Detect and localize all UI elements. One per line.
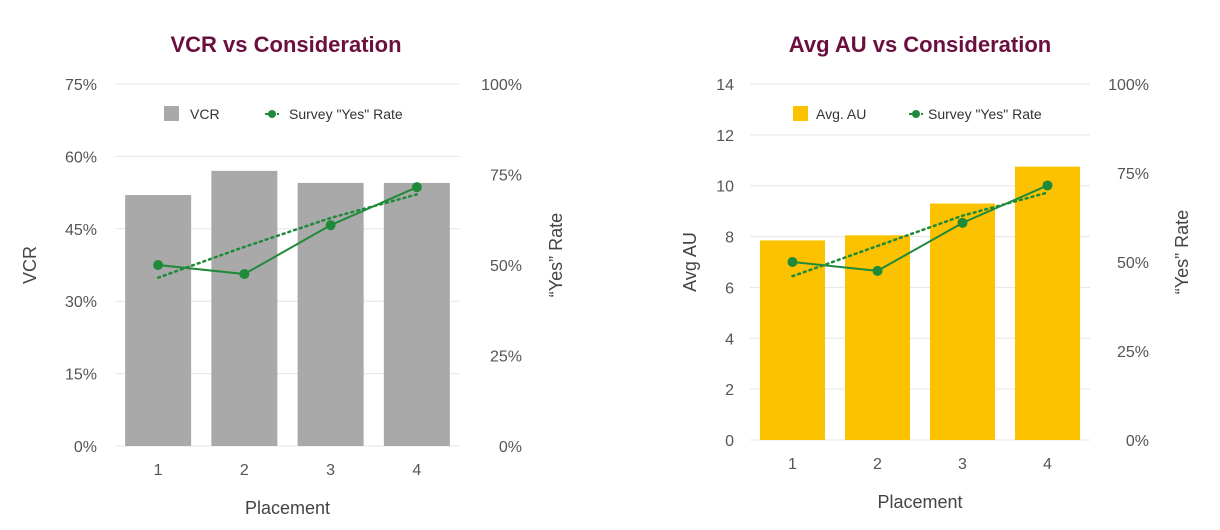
line-point <box>1042 180 1053 191</box>
legend-bar-swatch <box>793 106 808 121</box>
y-tick-label: 45% <box>65 222 97 239</box>
line-point <box>239 269 250 280</box>
legend-line-marker <box>912 110 920 118</box>
y2-tick-label: 0% <box>1126 433 1149 450</box>
y-tick-label: 0% <box>74 439 97 456</box>
line-point <box>153 260 164 270</box>
y2-tick-label: 100% <box>481 77 522 94</box>
trendline <box>791 191 1049 278</box>
vcr-chart-svg: VCR vs Consideration 0% 15% 30% 45% 60% 75% 0% 2… <box>20 32 566 518</box>
trendline <box>156 193 419 279</box>
y-tick-label: 12 <box>716 128 734 145</box>
x-tick-label: 4 <box>1043 456 1052 473</box>
x-tick-label: 1 <box>154 462 163 479</box>
x-axis-title: Placement <box>877 492 962 512</box>
bar <box>760 240 825 440</box>
x-tick-label: 4 <box>412 462 421 479</box>
legend-line-label: Survey "Yes" Rate <box>928 106 1042 122</box>
avg-au-chart: Avg AU vs Consideration 0 2 4 6 8 10 12 14 0% 25% 5… <box>610 0 1220 530</box>
x-tick-label: 2 <box>240 462 249 479</box>
vcr-chart: VCR vs Consideration 0% 15% 30% 45% 60% 75% 0% 2… <box>20 32 566 518</box>
y-tick-label: 15% <box>65 367 97 384</box>
y-tick-label: 30% <box>65 294 97 311</box>
y-tick-label: 2 <box>725 382 734 399</box>
y-tick-label: 75% <box>65 77 97 94</box>
y-tick-label: 4 <box>725 331 734 348</box>
y-tick-label: 14 <box>716 77 734 94</box>
line-point <box>411 182 422 193</box>
y2-tick-label: 0% <box>499 439 522 456</box>
y2-tick-label: 75% <box>490 168 522 185</box>
legend-line-label: Survey "Yes" Rate <box>289 106 403 122</box>
y2-tick-label: 100% <box>1108 77 1149 94</box>
legend-line-marker <box>268 110 276 118</box>
series-line <box>158 186 418 276</box>
y2-tick-label: 25% <box>1117 344 1149 361</box>
bar <box>125 195 192 446</box>
legend-bar-label: Avg. AU <box>816 106 866 122</box>
x-tick-label: 2 <box>873 456 882 473</box>
y-tick-label: 0 <box>725 433 734 450</box>
bar <box>930 203 995 440</box>
y2-axis-title: “Yes” Rate <box>1172 210 1192 294</box>
bar <box>211 170 278 446</box>
y-axis-title: Avg AU <box>680 232 700 292</box>
chart-title: VCR vs Consideration <box>170 32 401 57</box>
x-tick-label: 3 <box>958 456 967 473</box>
y-tick-label: 6 <box>725 280 734 297</box>
x-tick-label: 3 <box>326 462 335 479</box>
y2-tick-label: 75% <box>1117 166 1149 183</box>
series-line <box>792 184 1048 272</box>
line-point <box>957 217 968 228</box>
line-point <box>325 220 336 231</box>
x-tick-label: 1 <box>788 456 797 473</box>
y-tick-label: 10 <box>716 179 734 196</box>
bar <box>383 182 450 447</box>
bar <box>1015 166 1080 440</box>
chart-title: Avg AU vs Consideration <box>789 32 1051 57</box>
y-tick-label: 8 <box>725 230 734 247</box>
y-axis-title: VCR <box>20 246 40 284</box>
y2-tick-label: 50% <box>490 258 522 275</box>
y-tick-label: 60% <box>65 149 97 166</box>
line-point <box>872 265 883 276</box>
avg-au-chart-svg: Avg AU vs Consideration024681012140%25%5… <box>680 32 1192 512</box>
x-axis-title: Placement <box>245 498 330 518</box>
line-point <box>787 257 798 267</box>
y2-axis-title: “Yes” Rate <box>546 213 566 297</box>
legend-bar-swatch <box>164 106 179 121</box>
y2-tick-label: 25% <box>490 349 522 366</box>
legend-bar-label: VCR <box>190 106 220 122</box>
y2-tick-label: 50% <box>1117 255 1149 272</box>
